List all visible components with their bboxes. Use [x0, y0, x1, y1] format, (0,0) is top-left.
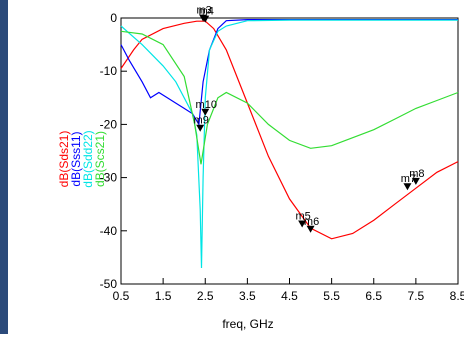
marker-label: m10 — [196, 99, 217, 111]
plot-area — [120, 17, 459, 285]
marker-label: m8 — [409, 168, 424, 180]
series-line-0 — [120, 20, 459, 240]
x-tick-label: 5.5 — [323, 289, 340, 303]
marker-label: m3 — [197, 5, 212, 17]
series-label: dB(Sss11) — [69, 131, 83, 186]
marker-label: m9 — [194, 115, 209, 127]
series-label: dB(Sds21) — [57, 131, 71, 188]
y-tick-label: -30 — [100, 171, 118, 185]
x-tick-label: 7.5 — [408, 289, 425, 303]
marker-triangle — [306, 225, 315, 233]
y-axis: 0 -10 -20 -30 -40 -50 — [100, 11, 127, 291]
series-line-2 — [120, 19, 458, 269]
marker-label: m7 — [401, 173, 416, 185]
y-tick-label: -20 — [100, 117, 118, 131]
x-axis: 0.5 1.5 2.5 3.5 4.5 5.5 6.5 7.5 8.5 — [113, 278, 464, 303]
series-line-3 — [120, 30, 459, 165]
y-tick-label: -40 — [100, 224, 118, 238]
x-tick-label: 1.5 — [155, 289, 172, 303]
marker-triangle — [298, 220, 307, 228]
marker-triangle — [201, 15, 210, 23]
x-tick-label: 0.5 — [113, 289, 130, 303]
x-axis-title: freq, GHz — [222, 317, 273, 331]
marker-label: m4 — [199, 6, 214, 18]
x-tick-label: 8.5 — [450, 289, 464, 303]
marker-label: m5 — [295, 210, 310, 222]
marker-triangle — [411, 177, 420, 185]
marker-triangle — [201, 108, 210, 116]
marker-triangle — [403, 183, 412, 191]
x-tick-label: 2.5 — [197, 289, 214, 303]
x-tick-label: 4.5 — [281, 289, 298, 303]
y-tick-label: -50 — [100, 277, 118, 291]
y-tick-label: 0 — [110, 11, 117, 25]
y-tick-label: -10 — [100, 64, 118, 78]
marker-triangle — [196, 124, 205, 132]
x-tick-label: 6.5 — [365, 289, 382, 303]
marker-label: m6 — [304, 216, 319, 228]
series-labels: dB(Scs21)dB(Sdd22)dB(Sss11)dB(Sds21) — [57, 130, 107, 187]
series-line-1 — [120, 19, 458, 127]
x-tick-label: 3.5 — [239, 289, 256, 303]
line-chart: dB(Scs21)dB(Sdd22)dB(Sss11)dB(Sds21) 0 -1… — [57, 5, 464, 331]
series-label: dB(Scs21) — [93, 131, 107, 187]
series-label: dB(Sdd22) — [81, 130, 95, 187]
